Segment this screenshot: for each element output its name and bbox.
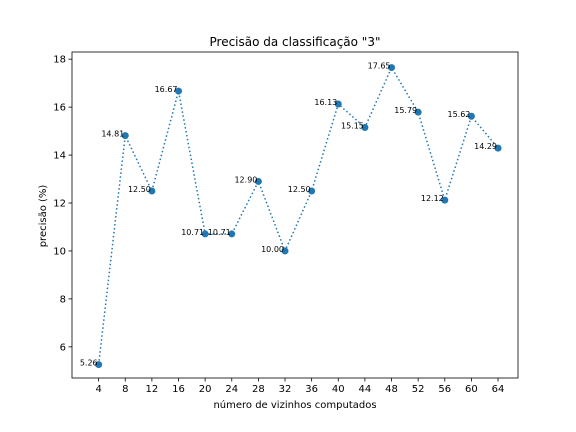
y-tick-label: 14 (53, 151, 66, 162)
x-tick-label: 20 (199, 384, 212, 395)
data-label: 10.71 (208, 228, 231, 237)
data-label: 14.81 (101, 130, 124, 139)
data-point (467, 112, 475, 120)
y-tick-label: 12 (53, 199, 66, 210)
plot-area: 5.26 14.81 12.50 16.67 10.71 10.71 12.90 10.00 1… (53, 51, 519, 395)
y-axis-ticks: 6 8 10 12 14 16 18 (53, 55, 72, 353)
x-axis-label: número de vizinhos computados (213, 399, 376, 411)
x-tick-label: 52 (412, 384, 425, 395)
data-label: 16.13 (314, 98, 337, 107)
x-tick-label: 32 (279, 384, 292, 395)
data-point (281, 247, 289, 255)
data-point (121, 132, 129, 140)
x-tick-label: 64 (492, 384, 505, 395)
data-point (228, 230, 236, 238)
data-label: 15.62 (447, 110, 470, 119)
data-point (494, 144, 502, 152)
data-label: 12.50 (288, 185, 311, 194)
plot-frame (71, 51, 519, 379)
data-labels: 5.26 14.81 12.50 16.67 10.71 10.71 12.90 10.00 1… (80, 62, 497, 368)
data-label: 14.29 (474, 142, 497, 151)
data-point (308, 187, 316, 195)
x-tick-label: 16 (172, 384, 185, 395)
data-label: 10.00 (261, 245, 284, 254)
data-point (361, 124, 369, 132)
data-label: 15.15 (341, 122, 364, 131)
y-tick-label: 10 (53, 246, 66, 257)
data-label: 12.12 (421, 194, 444, 203)
x-tick-label: 40 (332, 384, 345, 395)
data-label: 12.90 (234, 175, 257, 184)
x-tick-label: 48 (385, 384, 398, 395)
x-tick-label: 12 (146, 384, 159, 395)
data-label: 15.79 (394, 106, 417, 115)
y-tick-label: 16 (53, 103, 66, 114)
data-point (148, 187, 156, 195)
data-point (388, 64, 396, 72)
data-point (201, 230, 209, 238)
data-point (334, 100, 342, 108)
x-tick-label: 4 (95, 384, 101, 395)
y-tick-label: 8 (60, 294, 66, 305)
x-tick-label: 36 (305, 384, 318, 395)
data-point (441, 196, 449, 204)
data-point (414, 108, 422, 116)
y-tick-label: 6 (60, 342, 66, 353)
x-tick-label: 24 (225, 384, 238, 395)
y-tick-label: 18 (53, 55, 66, 66)
x-tick-label: 28 (252, 384, 265, 395)
chart-title: Precisão da classificação "3" (210, 35, 381, 49)
y-axis-label: precisão (%) (38, 185, 49, 248)
series-markers (95, 64, 502, 369)
data-point (175, 87, 183, 95)
data-label: 5.26 (80, 359, 98, 368)
data-label: 17.65 (368, 62, 391, 71)
x-tick-label: 8 (122, 384, 128, 395)
x-tick-label: 44 (359, 384, 372, 395)
data-label: 16.67 (155, 85, 178, 94)
data-label: 12.50 (128, 185, 151, 194)
series-line (97, 65, 499, 365)
x-tick-label: 60 (465, 384, 478, 395)
data-label: 10.71 (181, 228, 204, 237)
x-axis-ticks: 4 8 12 16 20 24 28 32 36 40 44 48 52 56 60 64 (95, 378, 504, 395)
data-point (254, 177, 262, 185)
data-point (95, 361, 103, 369)
x-tick-label: 56 (438, 384, 451, 395)
